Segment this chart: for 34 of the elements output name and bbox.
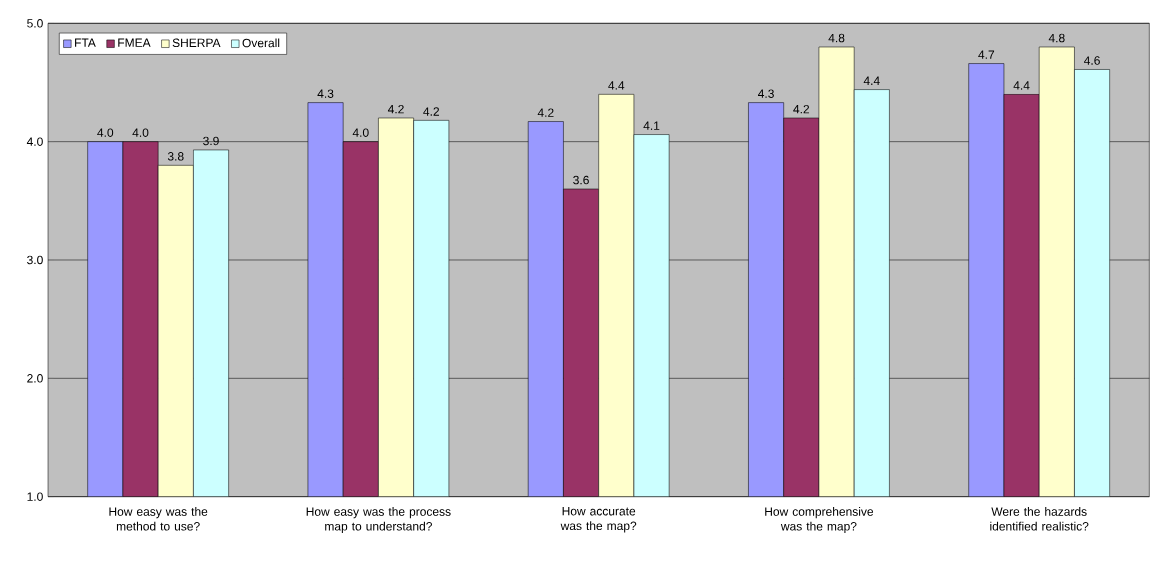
x-tick-label: Were the hazards identified realistic? <box>990 507 1089 531</box>
data-label: 4.8 <box>1048 33 1065 43</box>
data-label: 4.0 <box>352 128 369 137</box>
y-tick-label: 2.0 <box>27 374 43 383</box>
x-tick-label: How accurate was the map? <box>560 507 637 533</box>
data-label: 4.4 <box>1013 81 1030 90</box>
x-tick-label: How comprehensive was the map? <box>765 507 874 533</box>
data-label: 4.6 <box>1083 56 1100 65</box>
y-tick-label: 3.0 <box>27 255 43 265</box>
x-tick-label: How easy was the method to use? <box>109 507 208 531</box>
data-label: 4.3 <box>758 89 774 98</box>
data-label: 4.4 <box>608 81 625 90</box>
data-label: 4.2 <box>793 104 810 114</box>
legend-label: Overall <box>242 38 280 48</box>
y-tick-label: 5.0 <box>27 19 43 28</box>
data-label: 4.2 <box>537 108 554 117</box>
y-tick-label: 4.0 <box>26 137 43 146</box>
data-label: 3.9 <box>203 136 219 146</box>
x-tick-label: How easy was the process map to understand? <box>306 507 451 533</box>
legend-label: FTA <box>75 38 96 47</box>
data-label: 4.3 <box>317 89 334 98</box>
data-label: 4.7 <box>978 50 995 59</box>
legend-label: SHERPA <box>172 38 221 48</box>
legend-label: FMEA <box>118 38 151 47</box>
data-label: 4.8 <box>828 33 845 43</box>
data-label: 4.0 <box>97 128 114 137</box>
data-label: 4.2 <box>423 107 439 116</box>
y-tick-label: 1.0 <box>27 492 43 501</box>
data-label: 4.2 <box>387 104 404 114</box>
data-label: 4.4 <box>863 76 880 85</box>
data-label: 3.6 <box>573 175 589 185</box>
data-label: 3.8 <box>167 152 184 161</box>
data-label: 4.1 <box>643 121 660 130</box>
data-label: 4.0 <box>132 128 149 137</box>
